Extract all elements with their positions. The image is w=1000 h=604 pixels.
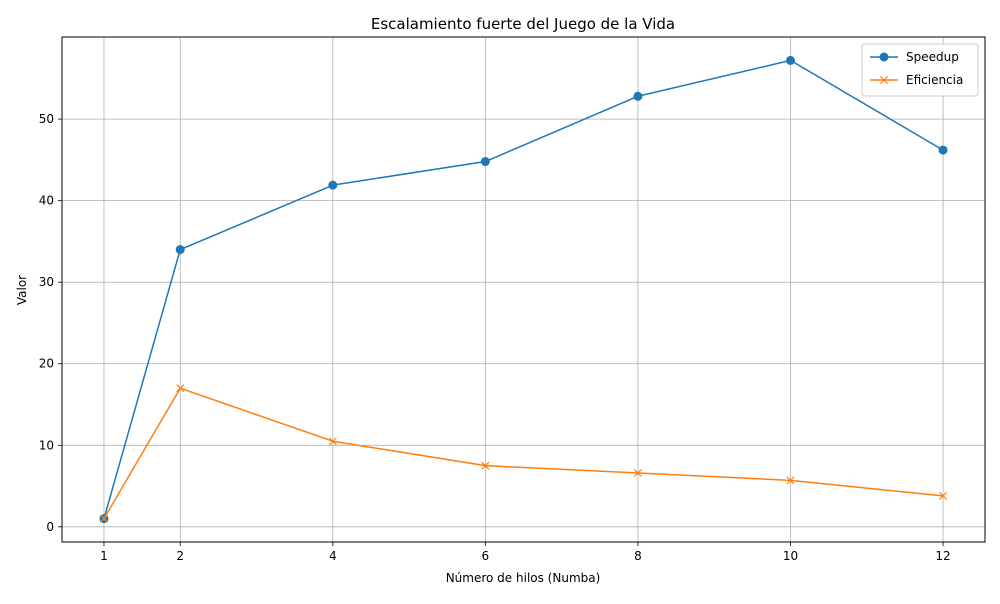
x-tick-label: 6	[482, 549, 490, 563]
legend: Speedup Eficiencia	[861, 43, 979, 97]
x-tick-label: 4	[329, 549, 337, 563]
x-tick-label: 8	[634, 549, 642, 563]
series-speedup	[99, 55, 948, 524]
data-point-eficiencia-stroke	[939, 491, 948, 500]
data-point-speedup	[938, 145, 948, 155]
data-point-speedup	[785, 55, 795, 65]
data-point-eficiencia	[481, 461, 490, 470]
data-point-eficiencia-stroke	[176, 384, 185, 393]
plot-frame	[61, 36, 986, 543]
legend-label: Eficiencia	[906, 73, 963, 87]
legend-swatch-marker-stroke	[879, 75, 889, 85]
x-tick-label: 10	[783, 549, 798, 563]
legend-item-eficiencia: Eficiencia	[870, 73, 963, 87]
data-point-eficiencia-stroke	[633, 468, 642, 478]
data-point-eficiencia-stroke	[786, 476, 795, 485]
data-point-speedup	[480, 157, 490, 167]
x-tick-label: 1	[100, 549, 108, 563]
data-point-eficiencia	[633, 468, 642, 478]
legend-swatch-marker	[879, 52, 889, 62]
y-tick-label: 30	[39, 275, 54, 289]
data-point-eficiencia	[786, 476, 795, 485]
data-point-eficiencia	[176, 384, 185, 393]
y-tick-label: 0	[46, 520, 54, 534]
x-tick-label: 12	[935, 549, 950, 563]
legend-label: Speedup	[906, 50, 959, 64]
data-point-eficiencia	[328, 437, 337, 446]
x-tick-label: 2	[176, 549, 184, 563]
legend-item-speedup: Speedup	[870, 50, 959, 64]
data-point-eficiencia-stroke	[99, 514, 108, 523]
data-point-speedup	[328, 180, 338, 190]
y-tick-label: 10	[39, 438, 54, 452]
data-point-speedup	[633, 91, 643, 101]
x-axis-label: Número de hilos (Numba)	[446, 571, 601, 585]
data-point-speedup	[175, 245, 185, 255]
y-tick-label: 40	[39, 194, 54, 208]
data-point-eficiencia-stroke	[328, 437, 337, 446]
data-point-eficiencia	[939, 491, 948, 500]
data-point-eficiencia	[99, 514, 108, 523]
y-axis-label: Valor	[15, 275, 29, 305]
y-tick-label: 20	[39, 357, 54, 371]
series-eficiencia	[99, 384, 948, 523]
chart-title: Escalamiento fuerte del Juego de la Vida	[371, 15, 675, 33]
data-point-eficiencia-stroke	[481, 461, 490, 470]
series-layer	[99, 55, 948, 524]
grid	[62, 37, 985, 542]
legend-swatch-marker	[879, 75, 889, 85]
y-tick-label: 50	[39, 112, 54, 126]
